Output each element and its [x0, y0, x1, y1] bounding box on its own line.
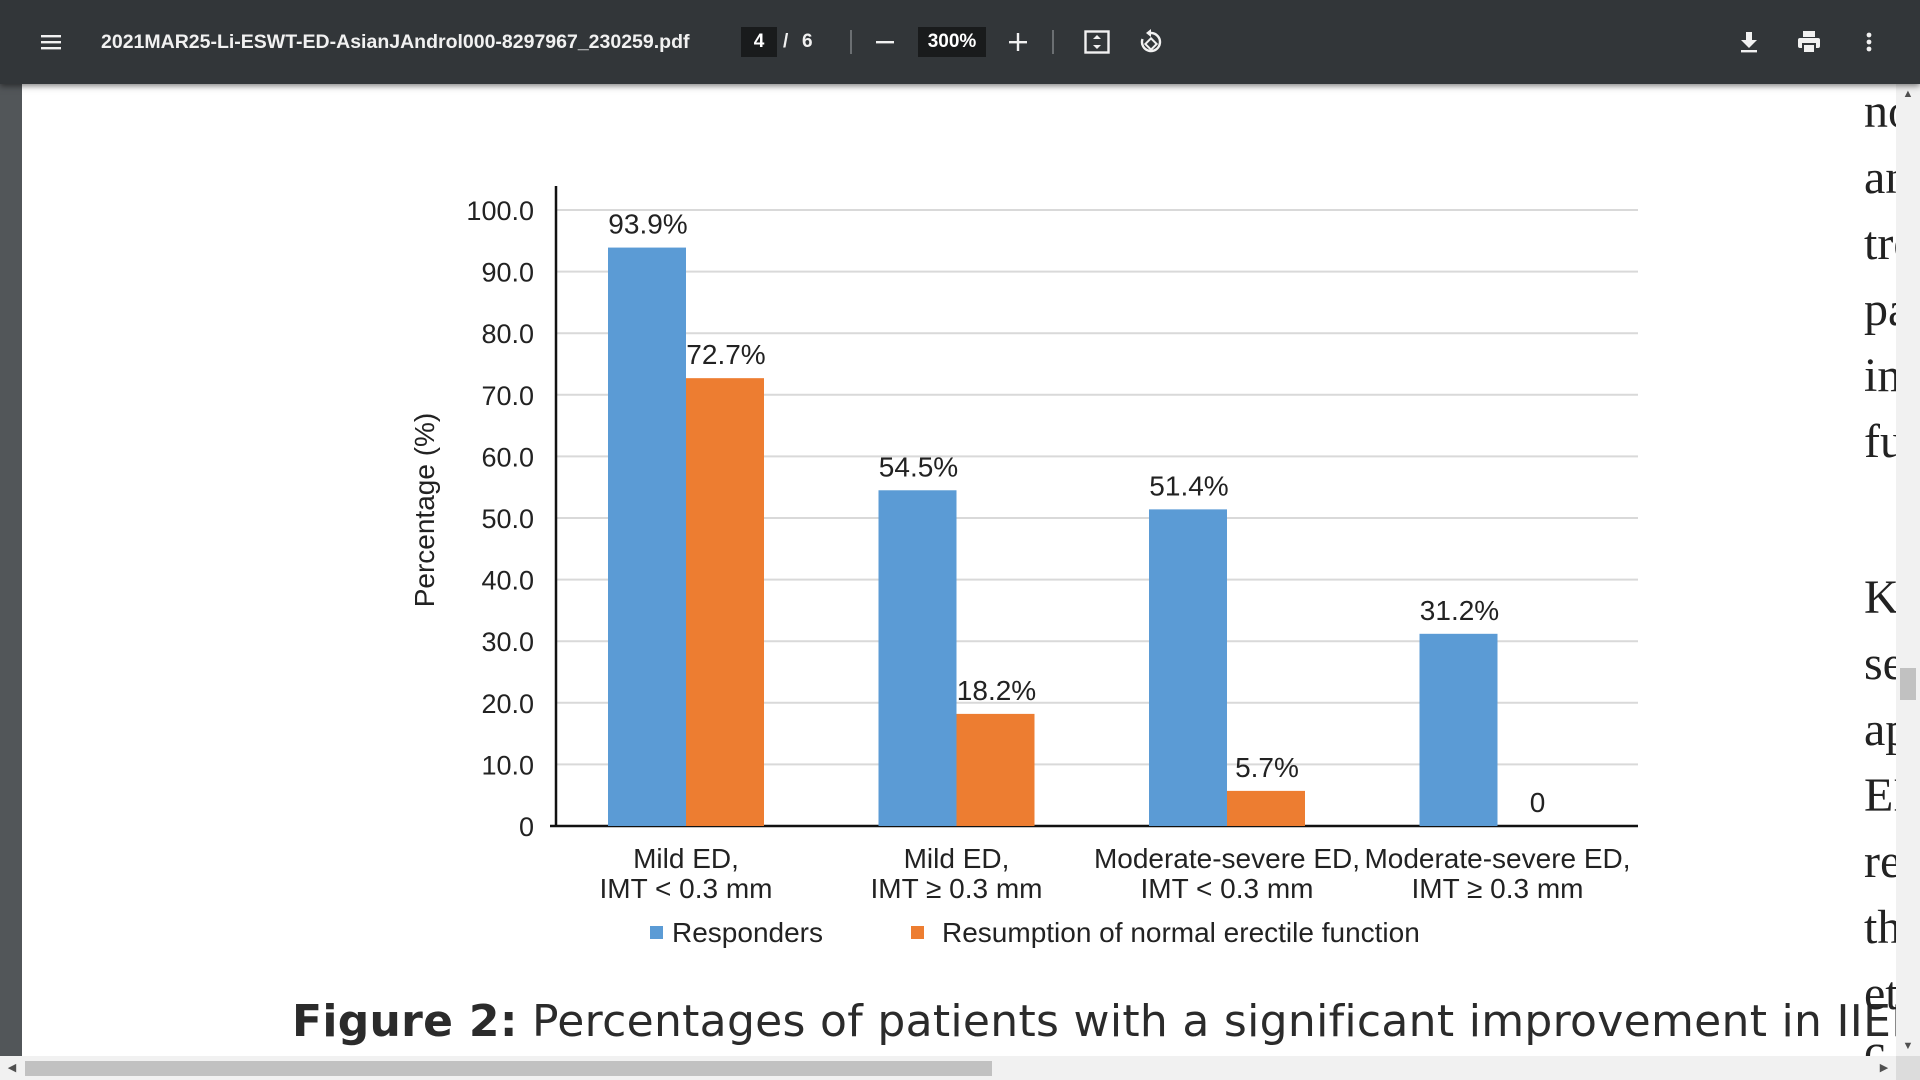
data-label: 5.7% [1235, 752, 1299, 783]
data-label: 18.2% [957, 675, 1036, 706]
bar-resumption [956, 713, 1035, 826]
side-column-word: no [1864, 85, 1896, 138]
vertical-scroll-thumb[interactable] [1900, 668, 1916, 700]
y-tick-label: 10.0 [481, 750, 534, 780]
legend-label-responders: Responders [672, 917, 823, 948]
horizontal-scroll-thumb[interactable] [25, 1061, 992, 1076]
minus-icon[interactable] [865, 22, 905, 62]
horizontal-scrollbar[interactable]: ◀ ▶ [0, 1056, 1896, 1080]
data-label: 0 [1530, 787, 1546, 818]
category-label: IMT ≥ 0.3 mm [1412, 873, 1584, 904]
side-column-word: re [1864, 835, 1896, 888]
y-tick-label: 30.0 [481, 627, 534, 657]
category-label: IMT < 0.3 mm [1141, 873, 1314, 904]
y-tick-label: 60.0 [481, 442, 534, 472]
bar-responders [878, 490, 957, 826]
side-column-word: se [1864, 637, 1896, 690]
category-label: Mild ED, [904, 843, 1010, 874]
y-tick-label: 40.0 [481, 566, 534, 596]
bar-responders [1419, 633, 1498, 826]
print-icon[interactable] [1789, 22, 1829, 62]
data-label: 72.7% [686, 339, 765, 370]
category-label: IMT < 0.3 mm [600, 873, 773, 904]
side-column-word: Ka [1864, 571, 1896, 624]
scroll-down-icon[interactable]: ▼ [1902, 1040, 1914, 1052]
y-tick-label: 50.0 [481, 504, 534, 534]
side-column-word: ap [1864, 703, 1896, 756]
toolbar-divider [1052, 30, 1054, 54]
side-column-word: fu [1864, 415, 1896, 468]
scroll-left-icon[interactable]: ◀ [7, 1062, 17, 1074]
rotate-icon[interactable] [1131, 22, 1171, 62]
side-column-word: an [1864, 151, 1896, 204]
document-title: 2021MAR25-Li-ESWT-ED-AsianJAndrol000-829… [101, 31, 690, 53]
vertical-scrollbar[interactable]: ▲ ▼ [1896, 84, 1920, 1056]
category-label: Moderate-severe ED, [1364, 843, 1630, 874]
data-label: 93.9% [608, 209, 687, 240]
y-tick-label: 100.0 [466, 196, 534, 226]
side-column-word: tre [1864, 217, 1896, 270]
side-column-word: ED [1864, 769, 1896, 822]
legend-swatch-responders [650, 926, 663, 939]
pdf-page: 0 10.0 20.0 30.0 40.0 50.0 60.0 70.0 80.0 90.0 100… [22, 84, 1896, 1056]
scroll-up-icon[interactable]: ▲ [1902, 88, 1914, 100]
side-column-word: c [1864, 1025, 1886, 1056]
category-label: Mild ED, [633, 843, 739, 874]
adjacent-column-text: no an tre pa im fu Ka se ap ED re th eti c [1844, 84, 1896, 1056]
scrollbar-corner [1896, 1056, 1920, 1080]
side-column-word: th [1864, 901, 1896, 954]
scroll-right-icon[interactable]: ▶ [1879, 1062, 1889, 1074]
page-separator: / [783, 31, 789, 52]
toolbar-divider [850, 30, 852, 54]
data-label: 54.5% [879, 451, 958, 482]
bar-responders [608, 247, 686, 827]
y-tick-label: 80.0 [481, 319, 534, 349]
plus-icon[interactable] [998, 22, 1038, 62]
more-vert-icon[interactable] [1849, 22, 1889, 62]
figure-caption-text: Percentages of patients with a significa… [517, 996, 1896, 1047]
menu-icon[interactable] [31, 22, 71, 62]
y-tick-label: 20.0 [481, 689, 534, 719]
y-tick-label: 70.0 [481, 381, 534, 411]
bar-resumption [1227, 790, 1305, 826]
legend-label-resumption: Resumption of normal erectile function [942, 917, 1420, 948]
category-label: Moderate-severe ED, [1094, 843, 1360, 874]
side-column-word: im [1864, 349, 1896, 402]
bar-responders [1149, 509, 1227, 826]
figure-caption-label: Figure 2: [292, 996, 518, 1047]
page-number-input[interactable]: 4 [741, 27, 777, 57]
page-total: 6 [802, 31, 813, 52]
data-label: 51.4% [1149, 470, 1228, 501]
data-label: 31.2% [1420, 595, 1499, 626]
zoom-level-input[interactable]: 300% [918, 27, 986, 57]
y-axis-label: Percentage (%) [409, 413, 440, 608]
legend-swatch-resumption [911, 926, 924, 939]
bar-resumption [686, 378, 764, 826]
fit-page-icon[interactable] [1077, 22, 1117, 62]
figure-caption: Figure 2: Percentages of patients with a… [292, 996, 1896, 1047]
side-column-word: eti [1864, 967, 1896, 1020]
y-tick-label: 90.0 [481, 258, 534, 288]
side-column-word: pa [1864, 283, 1896, 336]
category-label: IMT ≥ 0.3 mm [871, 873, 1043, 904]
download-icon[interactable] [1729, 22, 1769, 62]
pdf-toolbar: 2021MAR25-Li-ESWT-ED-AsianJAndrol000-829… [0, 0, 1920, 84]
y-tick-label: 0 [519, 812, 534, 842]
viewer-margin [0, 84, 22, 1056]
bar-chart: 0 10.0 20.0 30.0 40.0 50.0 60.0 70.0 80.0 90.0 100… [409, 186, 1638, 948]
